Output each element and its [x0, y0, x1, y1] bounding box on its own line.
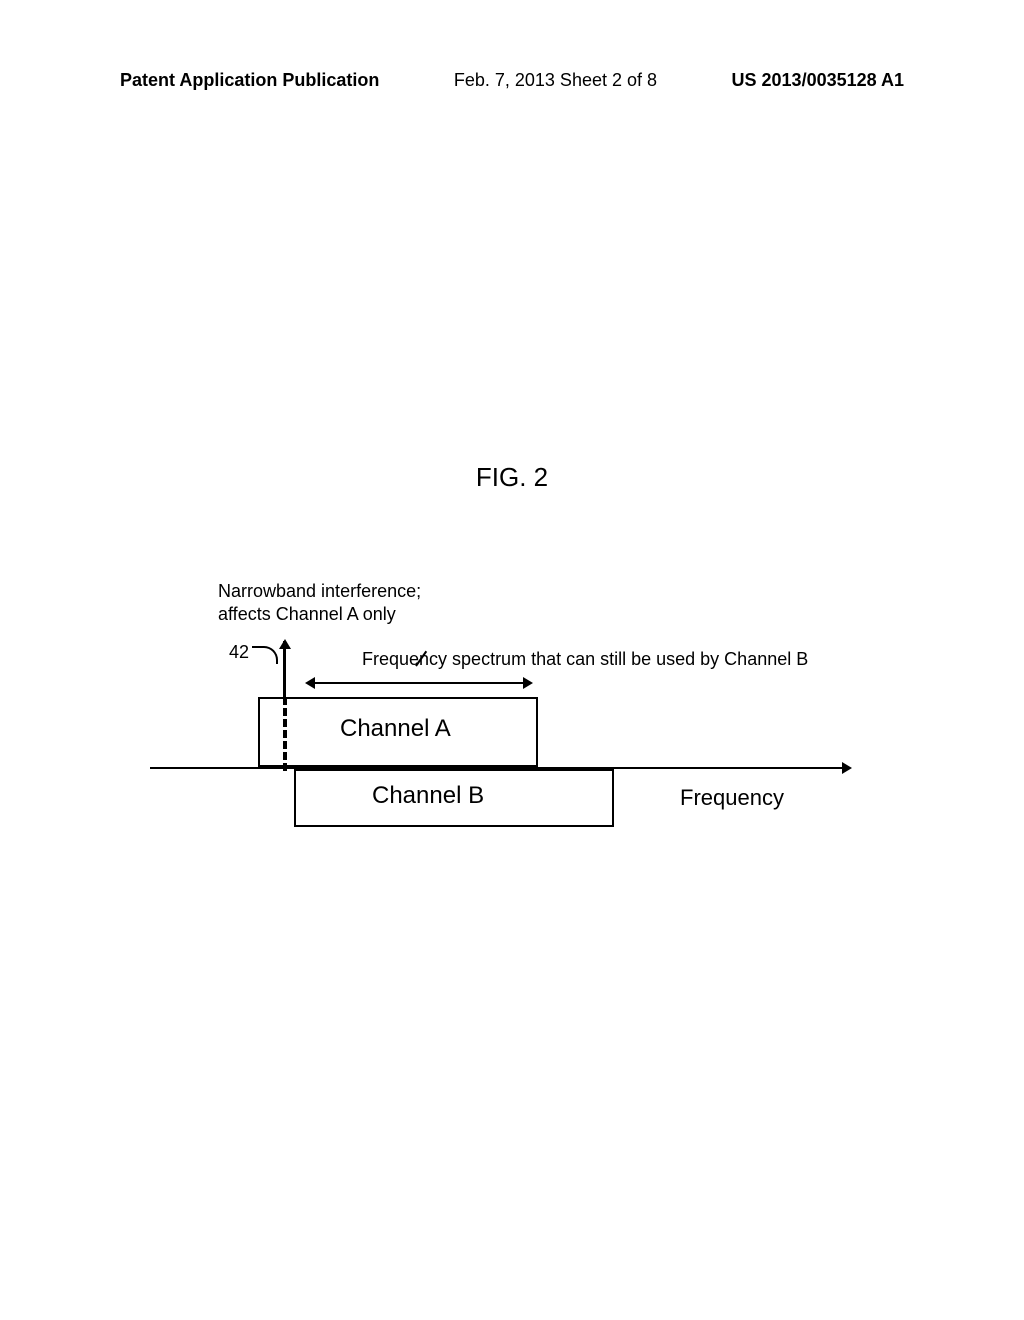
- header-left: Patent Application Publication: [120, 70, 379, 91]
- interference-dashed-line: [283, 697, 287, 771]
- interference-label-line2: affects Channel A only: [218, 604, 396, 624]
- figure-title: FIG. 2: [476, 462, 548, 493]
- interference-label-line1: Narrowband interference;: [218, 581, 421, 601]
- header-right: US 2013/0035128 A1: [732, 70, 904, 91]
- channel-a-label: Channel A: [340, 715, 451, 743]
- ref-leader-line: [252, 646, 278, 664]
- frequency-axis-label: Frequency: [680, 785, 784, 811]
- page-header: Patent Application Publication Feb. 7, 2…: [0, 70, 1024, 91]
- figure-diagram: Narrowband interference; affects Channel…: [150, 570, 850, 870]
- interference-arrow-icon: [283, 641, 286, 697]
- spectrum-label: Frequency spectrum that can still be use…: [362, 649, 808, 670]
- interference-label: Narrowband interference; affects Channel…: [218, 580, 421, 627]
- header-center: Feb. 7, 2013 Sheet 2 of 8: [454, 70, 657, 91]
- spectrum-double-arrow-icon: [307, 682, 531, 684]
- channel-b-label: Channel B: [372, 782, 484, 810]
- ref-number-42: 42: [229, 642, 249, 663]
